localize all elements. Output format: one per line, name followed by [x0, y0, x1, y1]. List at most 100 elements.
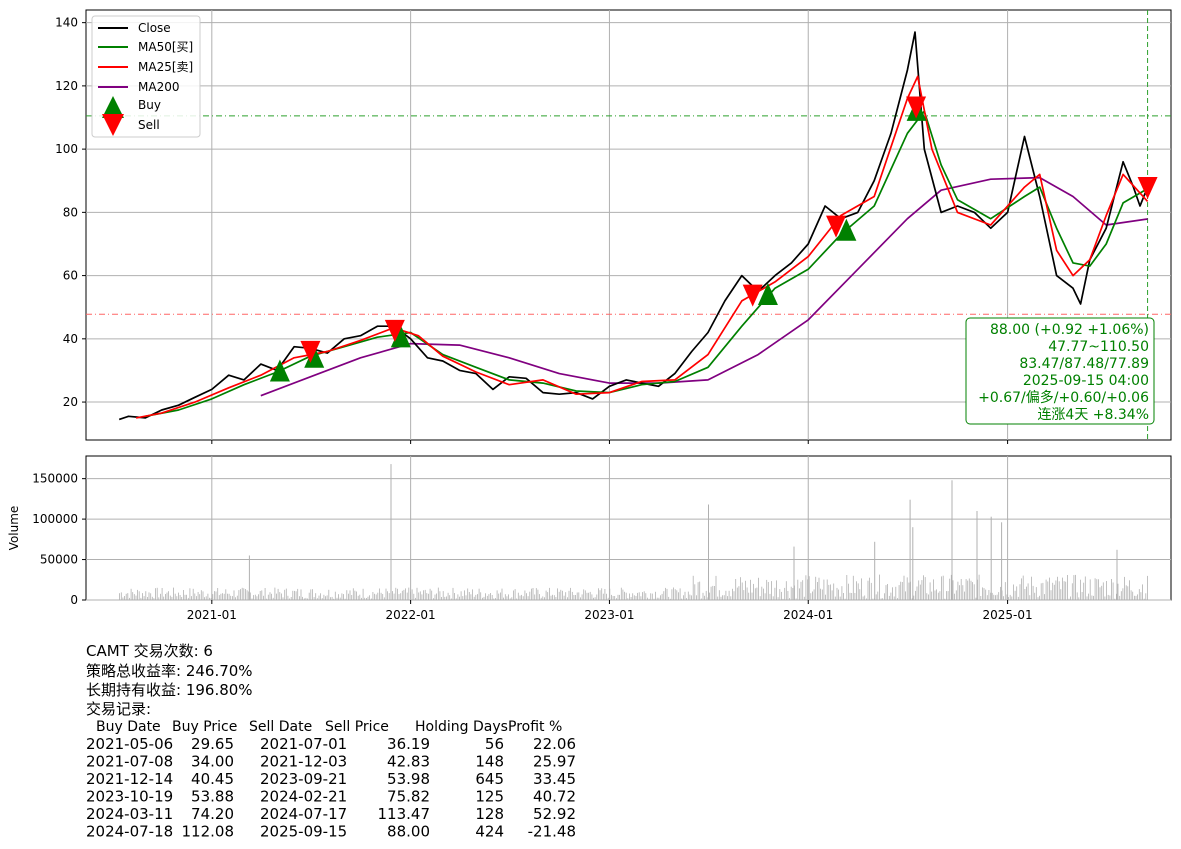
volume-bar — [939, 591, 941, 600]
volume-bar — [1145, 593, 1147, 600]
volume-bar — [960, 579, 962, 600]
volume-bar — [235, 597, 236, 600]
volume-bar — [379, 588, 380, 600]
volume-bar — [810, 593, 812, 600]
volume-spike-bar — [951, 480, 953, 600]
volume-bar — [663, 591, 665, 600]
trade-table-cell: -21.48 — [528, 823, 576, 841]
volume-bar — [593, 597, 594, 600]
volume-bar — [823, 579, 825, 600]
price-series — [118, 31, 1149, 421]
volume-bar — [580, 597, 581, 600]
volume-bar — [915, 590, 916, 600]
volume-bar — [767, 582, 769, 600]
volume-bar — [950, 574, 952, 600]
trade-table-cell: 22.06 — [533, 735, 576, 753]
volume-bar — [1078, 597, 1080, 600]
volume-bar — [604, 589, 606, 600]
volume-bar — [336, 597, 338, 600]
price-ytick-label: 80 — [63, 205, 78, 219]
volume-bar — [1032, 585, 1034, 600]
volume-bar — [248, 591, 250, 600]
volume-bar — [934, 590, 936, 600]
volume-bar — [856, 581, 857, 600]
volume-bar — [352, 588, 354, 600]
volume-bar — [160, 593, 161, 600]
volume-bar — [635, 596, 637, 600]
volume-bar — [318, 595, 320, 600]
volume-bar — [455, 598, 457, 600]
volume-bar — [901, 582, 903, 600]
volume-bar — [906, 577, 908, 600]
volume-bar — [825, 594, 826, 600]
volume-bar — [344, 598, 346, 600]
volume-bar — [189, 588, 191, 600]
volume-bar — [534, 594, 536, 600]
volume-bar — [699, 581, 701, 600]
trade-table-cell: 2024-07-17 — [260, 805, 347, 823]
volume-bar — [952, 580, 954, 600]
volume-bar — [321, 598, 323, 600]
volume-bar — [405, 588, 406, 600]
volume-bar — [166, 592, 168, 600]
volume-bar — [802, 580, 804, 600]
volume-bar — [519, 595, 521, 600]
price-ytick-label: 60 — [63, 269, 78, 283]
info-line-range: 47.77~110.50 — [1048, 339, 1149, 355]
volume-bar — [143, 596, 145, 600]
volume-bar — [565, 592, 567, 600]
volume-bar — [1040, 583, 1042, 600]
volume-bar — [763, 588, 764, 600]
volume-bar — [692, 575, 694, 600]
volume-bar — [921, 580, 923, 600]
volume-bar — [155, 588, 156, 600]
volume-bar — [980, 596, 982, 600]
volume-bar — [361, 597, 362, 600]
volume-bar — [1101, 585, 1103, 600]
legend-swatch-buy — [102, 96, 124, 118]
volume-bar — [622, 589, 624, 600]
volume-bar — [1029, 595, 1031, 600]
volume-bar — [287, 595, 289, 600]
volume-bar — [1019, 584, 1021, 600]
volume-ytick-label: 150000 — [32, 472, 78, 486]
volume-bar — [836, 587, 838, 600]
volume-bar — [199, 594, 201, 600]
volume-bar — [629, 593, 630, 600]
volume-bar — [202, 591, 204, 600]
volume-bar — [1081, 592, 1083, 600]
volume-bar — [267, 594, 269, 600]
volume-bar — [181, 597, 183, 600]
volume-bar — [852, 575, 854, 600]
volume-bar — [382, 594, 384, 600]
volume-bar — [647, 597, 648, 600]
volume-bar — [341, 593, 343, 600]
volume-bar — [671, 589, 673, 600]
volume-bar — [562, 590, 563, 600]
volume-bar — [944, 598, 946, 600]
volume-bar — [787, 591, 789, 600]
volume-bar — [722, 595, 723, 600]
volume-bar — [849, 592, 851, 600]
volume-bar — [730, 596, 732, 600]
volume-bar — [496, 590, 498, 600]
volume-bar — [120, 592, 122, 600]
trade-table-cell: 2021-05-06 — [86, 735, 173, 753]
volume-bar — [725, 590, 727, 600]
volume-bar — [285, 588, 287, 600]
volume-bar — [253, 595, 254, 600]
volume-bar — [537, 589, 539, 600]
volume-bar — [929, 582, 931, 600]
volume-bar — [709, 592, 710, 600]
volume-bar — [1050, 590, 1052, 600]
volume-bar — [470, 594, 472, 600]
volume-bar — [983, 588, 985, 600]
volume-bar — [555, 597, 557, 600]
volume-bar — [1076, 592, 1078, 600]
volume-bar — [1142, 584, 1143, 600]
volume-bar — [558, 591, 560, 600]
volume-bar — [1008, 597, 1009, 600]
volume-bar — [477, 594, 478, 600]
volume-bar — [866, 598, 867, 600]
volume-bar — [150, 593, 152, 600]
